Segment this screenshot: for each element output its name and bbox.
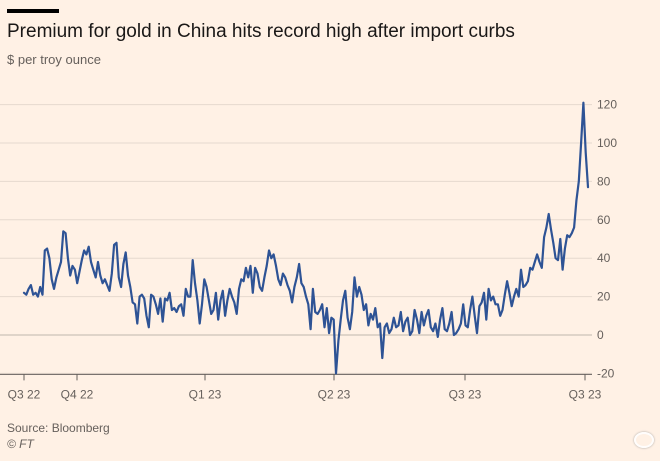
y-tick-label: 40 bbox=[597, 251, 611, 265]
y-tick-label: 60 bbox=[597, 213, 611, 227]
x-tick-label: Q3 23 bbox=[449, 387, 482, 401]
y-tick-label: 0 bbox=[597, 328, 604, 342]
x-tick-label: Q3 23 bbox=[569, 387, 602, 401]
chart-subtitle: $ per troy ounce bbox=[7, 52, 101, 67]
x-tick-label: Q2 23 bbox=[318, 387, 351, 401]
chart-title: Premium for gold in China hits record hi… bbox=[7, 21, 515, 42]
y-tick-label: -20 bbox=[597, 366, 615, 380]
y-tick-label: 120 bbox=[597, 98, 617, 112]
line-chart: -20 0 20 40 60 80 100 120 Q3 22 Q4 22 Q1 23 Q2 23 Q3… bbox=[0, 98, 617, 401]
weibo-icon bbox=[634, 432, 654, 448]
x-tick-label: Q3 22 bbox=[8, 387, 41, 401]
copyright-note: © FT bbox=[7, 437, 34, 451]
x-tick-label: Q4 22 bbox=[61, 387, 94, 401]
watermark bbox=[634, 432, 654, 448]
series-line bbox=[22, 101, 590, 375]
x-tick-label: Q1 23 bbox=[189, 387, 222, 401]
y-tick-label: 100 bbox=[597, 136, 617, 150]
y-tick-label: 20 bbox=[597, 290, 611, 304]
source-note: Source: Bloomberg bbox=[7, 421, 110, 435]
title-accent-bar bbox=[7, 9, 59, 13]
y-tick-label: 80 bbox=[597, 174, 611, 188]
